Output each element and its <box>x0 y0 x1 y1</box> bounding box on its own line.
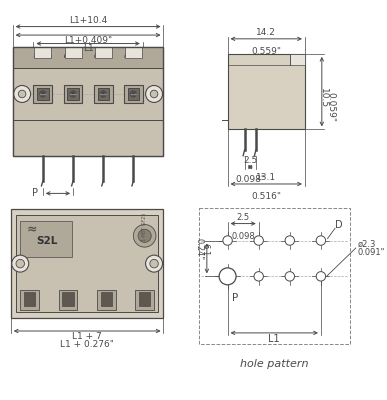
Text: 0.059": 0.059" <box>327 92 336 122</box>
Text: hole pattern: hole pattern <box>240 359 309 369</box>
Bar <box>97 290 116 310</box>
Bar <box>63 84 82 103</box>
Text: P: P <box>232 293 238 303</box>
Circle shape <box>150 259 158 268</box>
Circle shape <box>223 236 232 245</box>
Text: 13.1: 13.1 <box>256 173 276 182</box>
Circle shape <box>100 91 106 97</box>
Bar <box>98 88 109 100</box>
Bar <box>139 292 150 306</box>
Bar <box>65 47 82 58</box>
Bar <box>58 290 77 310</box>
Text: 14.2: 14.2 <box>256 28 276 37</box>
Circle shape <box>16 259 24 268</box>
Text: 6.1: 6.1 <box>200 243 209 256</box>
Circle shape <box>130 91 137 97</box>
Circle shape <box>18 90 26 98</box>
Bar <box>24 292 35 306</box>
Bar <box>62 292 74 306</box>
Bar <box>13 120 163 156</box>
Circle shape <box>41 92 44 95</box>
Circle shape <box>146 86 163 102</box>
Text: D: D <box>335 220 342 230</box>
Text: L1 + 7: L1 + 7 <box>72 332 102 341</box>
Circle shape <box>70 91 76 97</box>
Circle shape <box>285 236 295 245</box>
Circle shape <box>132 92 135 95</box>
Bar <box>17 215 158 312</box>
Bar <box>228 54 305 129</box>
Text: L1 + 0.276": L1 + 0.276" <box>60 340 114 350</box>
Circle shape <box>39 91 46 97</box>
Circle shape <box>102 92 104 95</box>
Text: L1+10.4: L1+10.4 <box>69 16 107 25</box>
Text: 0.098": 0.098" <box>235 174 265 184</box>
Circle shape <box>316 236 325 245</box>
Text: 2.5: 2.5 <box>243 156 257 165</box>
Text: 0.516": 0.516" <box>251 192 281 200</box>
Bar <box>13 47 163 156</box>
Circle shape <box>254 236 264 245</box>
Bar <box>13 68 163 120</box>
Bar <box>34 47 51 58</box>
Bar <box>199 208 350 344</box>
Text: 0.24": 0.24" <box>195 238 204 260</box>
Circle shape <box>72 92 74 95</box>
Bar <box>94 84 113 103</box>
Bar <box>135 290 154 310</box>
Text: 0.098: 0.098 <box>231 232 255 241</box>
Bar <box>20 221 72 256</box>
Circle shape <box>285 272 295 281</box>
Bar <box>95 47 112 58</box>
Bar <box>124 84 143 103</box>
Bar <box>67 88 79 100</box>
Bar <box>13 47 163 156</box>
Text: 1-PBT GF25: 1-PBT GF25 <box>142 212 147 240</box>
Bar <box>33 84 52 103</box>
Text: 0.091": 0.091" <box>358 248 385 257</box>
Bar <box>290 54 305 65</box>
Circle shape <box>316 272 325 281</box>
Bar <box>11 210 163 318</box>
Circle shape <box>134 224 156 247</box>
Bar <box>13 47 163 68</box>
Text: L1+0.409": L1+0.409" <box>64 36 112 45</box>
Bar <box>125 47 142 58</box>
Text: P: P <box>33 188 38 198</box>
Circle shape <box>219 268 236 285</box>
Text: 0.559": 0.559" <box>251 47 281 56</box>
Circle shape <box>146 255 163 272</box>
Circle shape <box>254 272 264 281</box>
Text: 10.5: 10.5 <box>319 88 328 108</box>
Circle shape <box>138 229 151 242</box>
Bar <box>37 88 48 100</box>
Circle shape <box>150 90 158 98</box>
Text: 2.5: 2.5 <box>236 213 250 222</box>
Bar <box>101 292 112 306</box>
Bar <box>128 88 139 100</box>
Text: ø2.3: ø2.3 <box>358 240 376 249</box>
Circle shape <box>12 255 29 272</box>
Bar <box>20 290 39 310</box>
Text: ≈: ≈ <box>26 224 37 237</box>
Text: S2L: S2L <box>36 236 57 246</box>
Text: L1: L1 <box>83 44 94 54</box>
Text: L1: L1 <box>269 334 280 344</box>
Circle shape <box>14 86 31 102</box>
